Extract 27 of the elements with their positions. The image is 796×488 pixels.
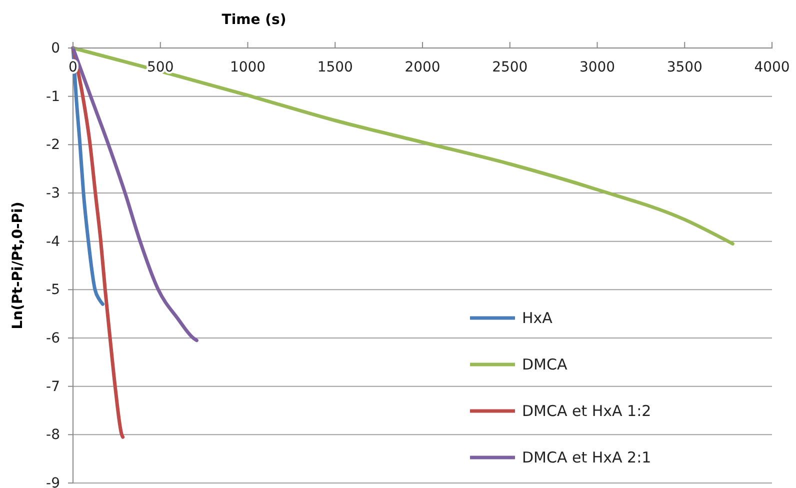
x-tick-label: 3500	[666, 59, 702, 76]
line-series	[71, 46, 125, 439]
y-tick-label: 0	[51, 40, 60, 56]
x-tick-label: 4000	[754, 59, 790, 76]
line-series	[71, 46, 198, 342]
y-tick-label: -7	[46, 378, 60, 395]
y-tick-label: -2	[46, 137, 60, 154]
x-tick-label: 1000	[230, 59, 266, 76]
x-tick-label: 2500	[492, 59, 528, 76]
line-series	[71, 46, 734, 246]
y-axis-title: Ln(Pt-Pi/Pt,0-Pi)	[10, 202, 26, 330]
x-tick-label: 0	[68, 59, 78, 76]
y-tick-label: -4	[46, 234, 60, 250]
legend-label: DMCA	[522, 356, 568, 374]
x-axis-title: Time (s)	[222, 12, 286, 28]
legend-label: DMCA et HxA 2:1	[522, 448, 652, 466]
y-tick-label: -5	[46, 282, 60, 298]
y-tick-label: -3	[46, 185, 60, 202]
legend-label: HxA	[522, 309, 554, 327]
x-tick-label: 3000	[579, 59, 616, 76]
x-tick-label: 2000	[404, 59, 440, 76]
y-tick-label: -1	[46, 88, 60, 105]
x-tick-label: 1500	[317, 59, 353, 76]
y-tick-label: -6	[46, 330, 60, 346]
y-tick-label: -8	[46, 427, 60, 444]
y-tick-label: -9	[46, 475, 60, 488]
legend-label: DMCA et HxA 1:2	[522, 402, 652, 420]
